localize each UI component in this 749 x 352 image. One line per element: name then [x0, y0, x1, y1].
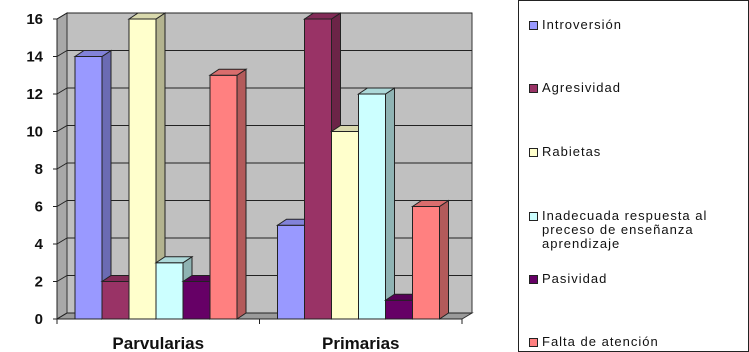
legend-label: Rabietas: [542, 144, 602, 159]
y-tick-label: 6: [35, 199, 43, 216]
y-tick-label: 14: [26, 49, 43, 66]
plot-area: [55, 12, 474, 320]
legend-item: Inadecuada respuesta al preceso de enseñ…: [529, 209, 749, 251]
bar: [127, 12, 167, 320]
y-tick-label: 8: [35, 161, 43, 178]
legend-swatch: [529, 212, 538, 221]
y-tick-label: 16: [26, 11, 43, 28]
legend-label: Agresividad: [542, 80, 621, 95]
x-category-label: Primarias: [322, 334, 400, 352]
y-tick-label: 0: [35, 311, 43, 328]
legend-label: Introversión: [542, 17, 622, 32]
legend-label: Falta de atención: [542, 334, 659, 349]
legend-item: Pasividad: [529, 272, 749, 286]
bar: [73, 49, 113, 320]
legend-item: Introversión: [529, 18, 749, 32]
bar: [410, 199, 451, 320]
legend-item: Rabietas: [529, 145, 749, 159]
x-category-label: Parvularias: [112, 334, 204, 352]
bar: [302, 12, 343, 320]
y-tick-label: 10: [26, 124, 43, 141]
gridline: [56, 237, 68, 245]
legend-item: Agresividad: [529, 81, 749, 95]
gridline: [56, 12, 68, 20]
y-tick-label: 2: [35, 274, 43, 291]
gridline: [56, 125, 68, 132]
y-tick-label: 4: [35, 236, 44, 253]
legend-swatch: [529, 338, 538, 347]
gridline: [56, 275, 68, 282]
legend-swatch: [529, 275, 538, 284]
y-tick-label: 12: [26, 86, 43, 103]
legend-label: Inadecuada respuesta al preceso de enseñ…: [542, 208, 708, 251]
legend-swatch: [529, 84, 538, 93]
legend-swatch: [529, 21, 538, 30]
gridline: [56, 312, 68, 320]
x-axis-labels: Parvularias Primarias: [112, 334, 399, 352]
y-axis-ticks: 0 2 4 6 8 10 12 14 16: [26, 11, 43, 328]
legend-label: Pasividad: [542, 271, 608, 286]
bars: [73, 12, 451, 320]
gridline: [56, 87, 68, 95]
bar: [356, 87, 397, 320]
axes: [53, 18, 463, 324]
legend-item: Falta de atención: [529, 335, 749, 349]
bar: [208, 68, 248, 320]
legend-swatch: [529, 148, 538, 157]
gridline: [56, 162, 68, 170]
legend: Introversión Agresividad Rabietas Inadecuad…: [518, 0, 749, 352]
gridline: [56, 200, 68, 207]
gridline: [56, 50, 68, 57]
